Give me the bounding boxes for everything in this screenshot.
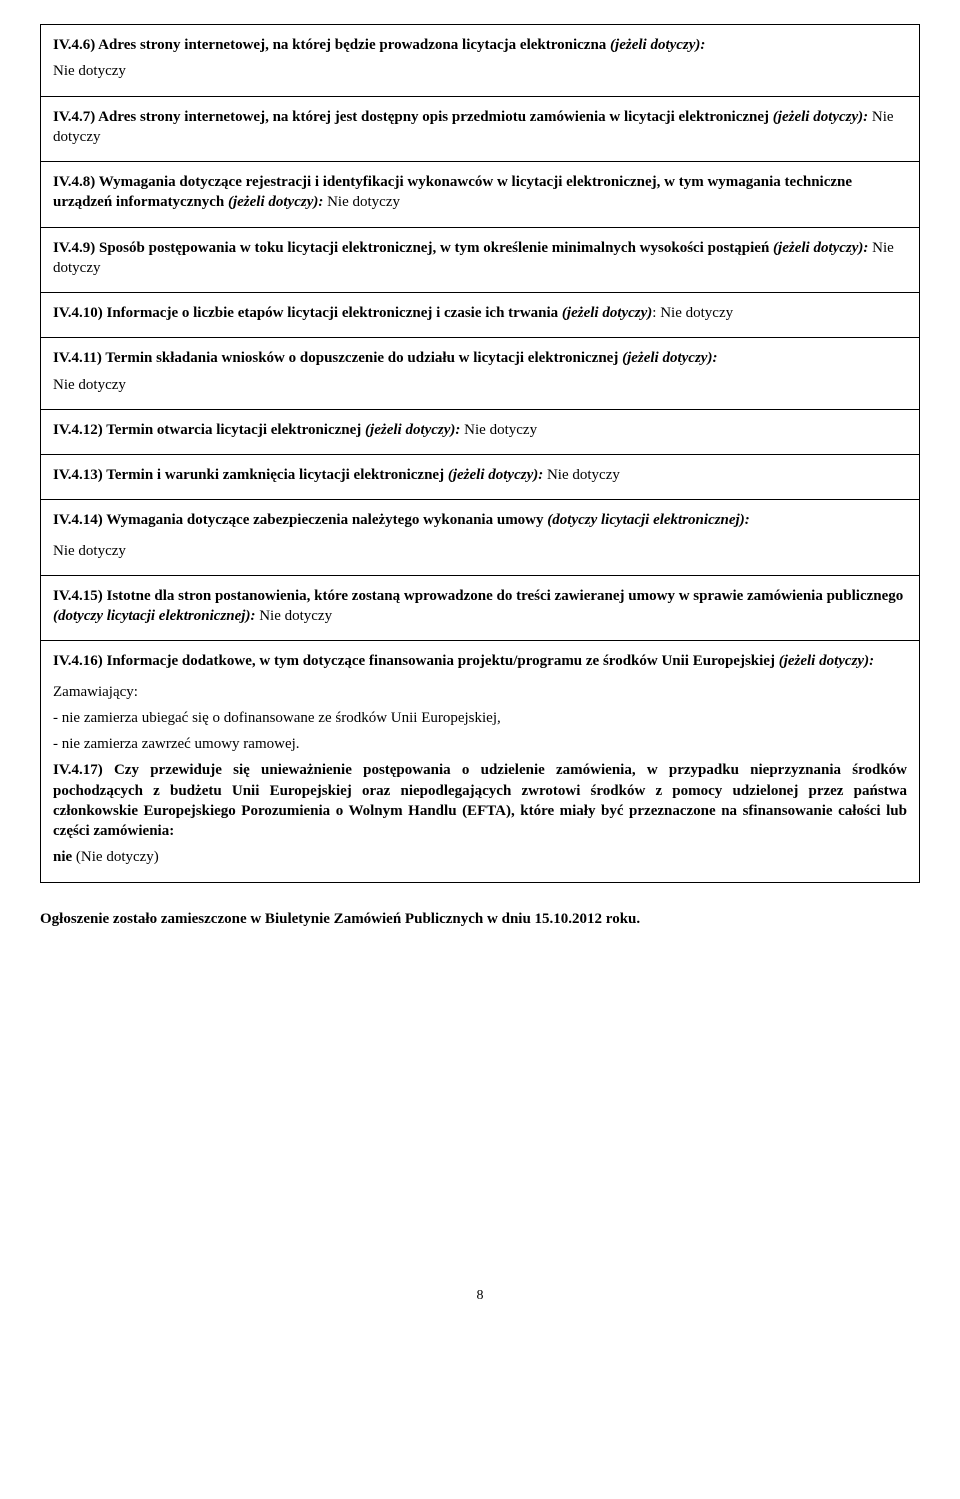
form-cell: IV.4.14) Wymagania dotyczące zabezpiecze… — [41, 500, 920, 576]
text-line: Nie dotyczy — [53, 541, 907, 561]
text-segment: Zamawiający: — [53, 684, 138, 700]
text-segment: (jeżeli dotyczy): — [448, 467, 547, 483]
text-line: IV.4.9) Sposób postępowania w toku licyt… — [53, 238, 907, 279]
text-segment: (dotyczy licytacji elektronicznej): — [547, 512, 749, 528]
form-row: IV.4.12) Termin otwarcia licytacji elekt… — [41, 409, 920, 454]
text-line: Zamawiający: — [53, 682, 907, 702]
text-line: IV.4.6) Adres strony internetowej, na kt… — [53, 35, 907, 55]
text-segment: (jeżeli dotyczy): — [228, 194, 327, 210]
text-segment: (jeżeli dotyczy): — [610, 37, 705, 53]
form-cell: IV.4.10) Informacje o liczbie etapów lic… — [41, 293, 920, 338]
form-cell: IV.4.13) Termin i warunki zamknięcia lic… — [41, 455, 920, 500]
form-cell: IV.4.12) Termin otwarcia licytacji elekt… — [41, 409, 920, 454]
text-segment: nie — [53, 849, 72, 865]
text-segment: - nie zamierza ubiegać się o dofinansowa… — [53, 710, 501, 726]
text-line: nie (Nie dotyczy) — [53, 847, 907, 867]
text-line: IV.4.16) Informacje dodatkowe, w tym dot… — [53, 651, 907, 671]
text-segment: IV.4.12) Termin otwarcia licytacji elekt… — [53, 422, 365, 438]
form-cell: IV.4.8) Wymagania dotyczące rejestracji … — [41, 162, 920, 228]
form-row: IV.4.13) Termin i warunki zamknięcia lic… — [41, 455, 920, 500]
text-segment: IV.4.9) Sposób postępowania w toku licyt… — [53, 240, 773, 256]
text-line: Nie dotyczy — [53, 61, 907, 81]
page-number: 8 — [40, 1288, 920, 1304]
form-row: IV.4.9) Sposób postępowania w toku licyt… — [41, 227, 920, 293]
form-row: IV.4.8) Wymagania dotyczące rejestracji … — [41, 162, 920, 228]
form-row: IV.4.11) Termin składania wniosków o dop… — [41, 338, 920, 410]
text-segment: IV.4.11) Termin składania wniosków o dop… — [53, 350, 622, 366]
text-segment: (Nie dotyczy) — [72, 849, 159, 865]
text-segment: (jeżeli dotyczy): — [773, 109, 872, 125]
document-page: IV.4.6) Adres strony internetowej, na kt… — [0, 0, 960, 1344]
text-segment: IV.4.14) Wymagania dotyczące zabezpiecze… — [53, 512, 547, 528]
text-segment: (jeżeli dotyczy): — [779, 653, 874, 669]
text-line: - nie zamierza zawrzeć umowy ramowej. — [53, 734, 907, 754]
text-segment: IV.4.17) Czy przewiduje się unieważnieni… — [53, 762, 907, 839]
text-segment: Nie dotyczy — [53, 377, 126, 393]
text-segment: Nie dotyczy — [53, 63, 126, 79]
text-line: IV.4.14) Wymagania dotyczące zabezpiecze… — [53, 510, 907, 530]
text-line: IV.4.17) Czy przewiduje się unieważnieni… — [53, 760, 907, 841]
form-cell: IV.4.7) Adres strony internetowej, na kt… — [41, 96, 920, 162]
form-cell: IV.4.16) Informacje dodatkowe, w tym dot… — [41, 641, 920, 882]
text-line: IV.4.12) Termin otwarcia licytacji elekt… — [53, 420, 907, 440]
text-segment: (dotyczy licytacji elektronicznej): — [53, 608, 259, 624]
text-segment: IV.4.6) Adres strony internetowej, na kt… — [53, 37, 610, 53]
text-segment: Nie dotyczy — [547, 467, 620, 483]
text-segment: Nie dotyczy — [53, 543, 126, 559]
form-row: IV.4.14) Wymagania dotyczące zabezpiecze… — [41, 500, 920, 576]
text-segment: IV.4.7) Adres strony internetowej, na kt… — [53, 109, 773, 125]
text-segment: - nie zamierza zawrzeć umowy ramowej. — [53, 736, 300, 752]
text-line: IV.4.8) Wymagania dotyczące rejestracji … — [53, 172, 907, 213]
text-segment: (jeżeli dotyczy): — [365, 422, 464, 438]
form-row: IV.4.7) Adres strony internetowej, na kt… — [41, 96, 920, 162]
text-segment: IV.4.15) Istotne dla stron postanowienia… — [53, 588, 903, 604]
form-row: IV.4.10) Informacje o liczbie etapów lic… — [41, 293, 920, 338]
text-segment: (jeżeli dotyczy): — [773, 240, 872, 256]
form-row: IV.4.15) Istotne dla stron postanowienia… — [41, 575, 920, 641]
text-segment: IV.4.13) Termin i warunki zamknięcia lic… — [53, 467, 448, 483]
text-line: IV.4.13) Termin i warunki zamknięcia lic… — [53, 465, 907, 485]
text-line: IV.4.7) Adres strony internetowej, na kt… — [53, 107, 907, 148]
text-segment: IV.4.8) Wymagania dotyczące rejestracji … — [53, 174, 852, 210]
text-line: - nie zamierza ubiegać się o dofinansowa… — [53, 708, 907, 728]
text-segment: Nie dotyczy — [464, 422, 537, 438]
form-row: IV.4.16) Informacje dodatkowe, w tym dot… — [41, 641, 920, 882]
form-table: IV.4.6) Adres strony internetowej, na kt… — [40, 24, 920, 883]
text-line: IV.4.10) Informacje o liczbie etapów lic… — [53, 303, 907, 323]
text-line: IV.4.15) Istotne dla stron postanowienia… — [53, 586, 907, 627]
text-segment: Nie dotyczy — [259, 608, 332, 624]
form-cell: IV.4.15) Istotne dla stron postanowienia… — [41, 575, 920, 641]
form-row: IV.4.6) Adres strony internetowej, na kt… — [41, 25, 920, 97]
text-segment: IV.4.16) Informacje dodatkowe, w tym dot… — [53, 653, 779, 669]
text-line: Nie dotyczy — [53, 375, 907, 395]
form-cell: IV.4.9) Sposób postępowania w toku licyt… — [41, 227, 920, 293]
text-segment: (jeżeli dotyczy) — [562, 305, 652, 321]
text-segment: IV.4.10) Informacje o liczbie etapów lic… — [53, 305, 562, 321]
footer-announcement: Ogłoszenie zostało zamieszczone w Biulet… — [40, 911, 920, 928]
text-segment: : Nie dotyczy — [652, 305, 733, 321]
form-cell: IV.4.6) Adres strony internetowej, na kt… — [41, 25, 920, 97]
form-cell: IV.4.11) Termin składania wniosków o dop… — [41, 338, 920, 410]
text-segment: (jeżeli dotyczy): — [622, 350, 717, 366]
text-line: IV.4.11) Termin składania wniosków o dop… — [53, 348, 907, 368]
text-segment: Nie dotyczy — [327, 194, 400, 210]
